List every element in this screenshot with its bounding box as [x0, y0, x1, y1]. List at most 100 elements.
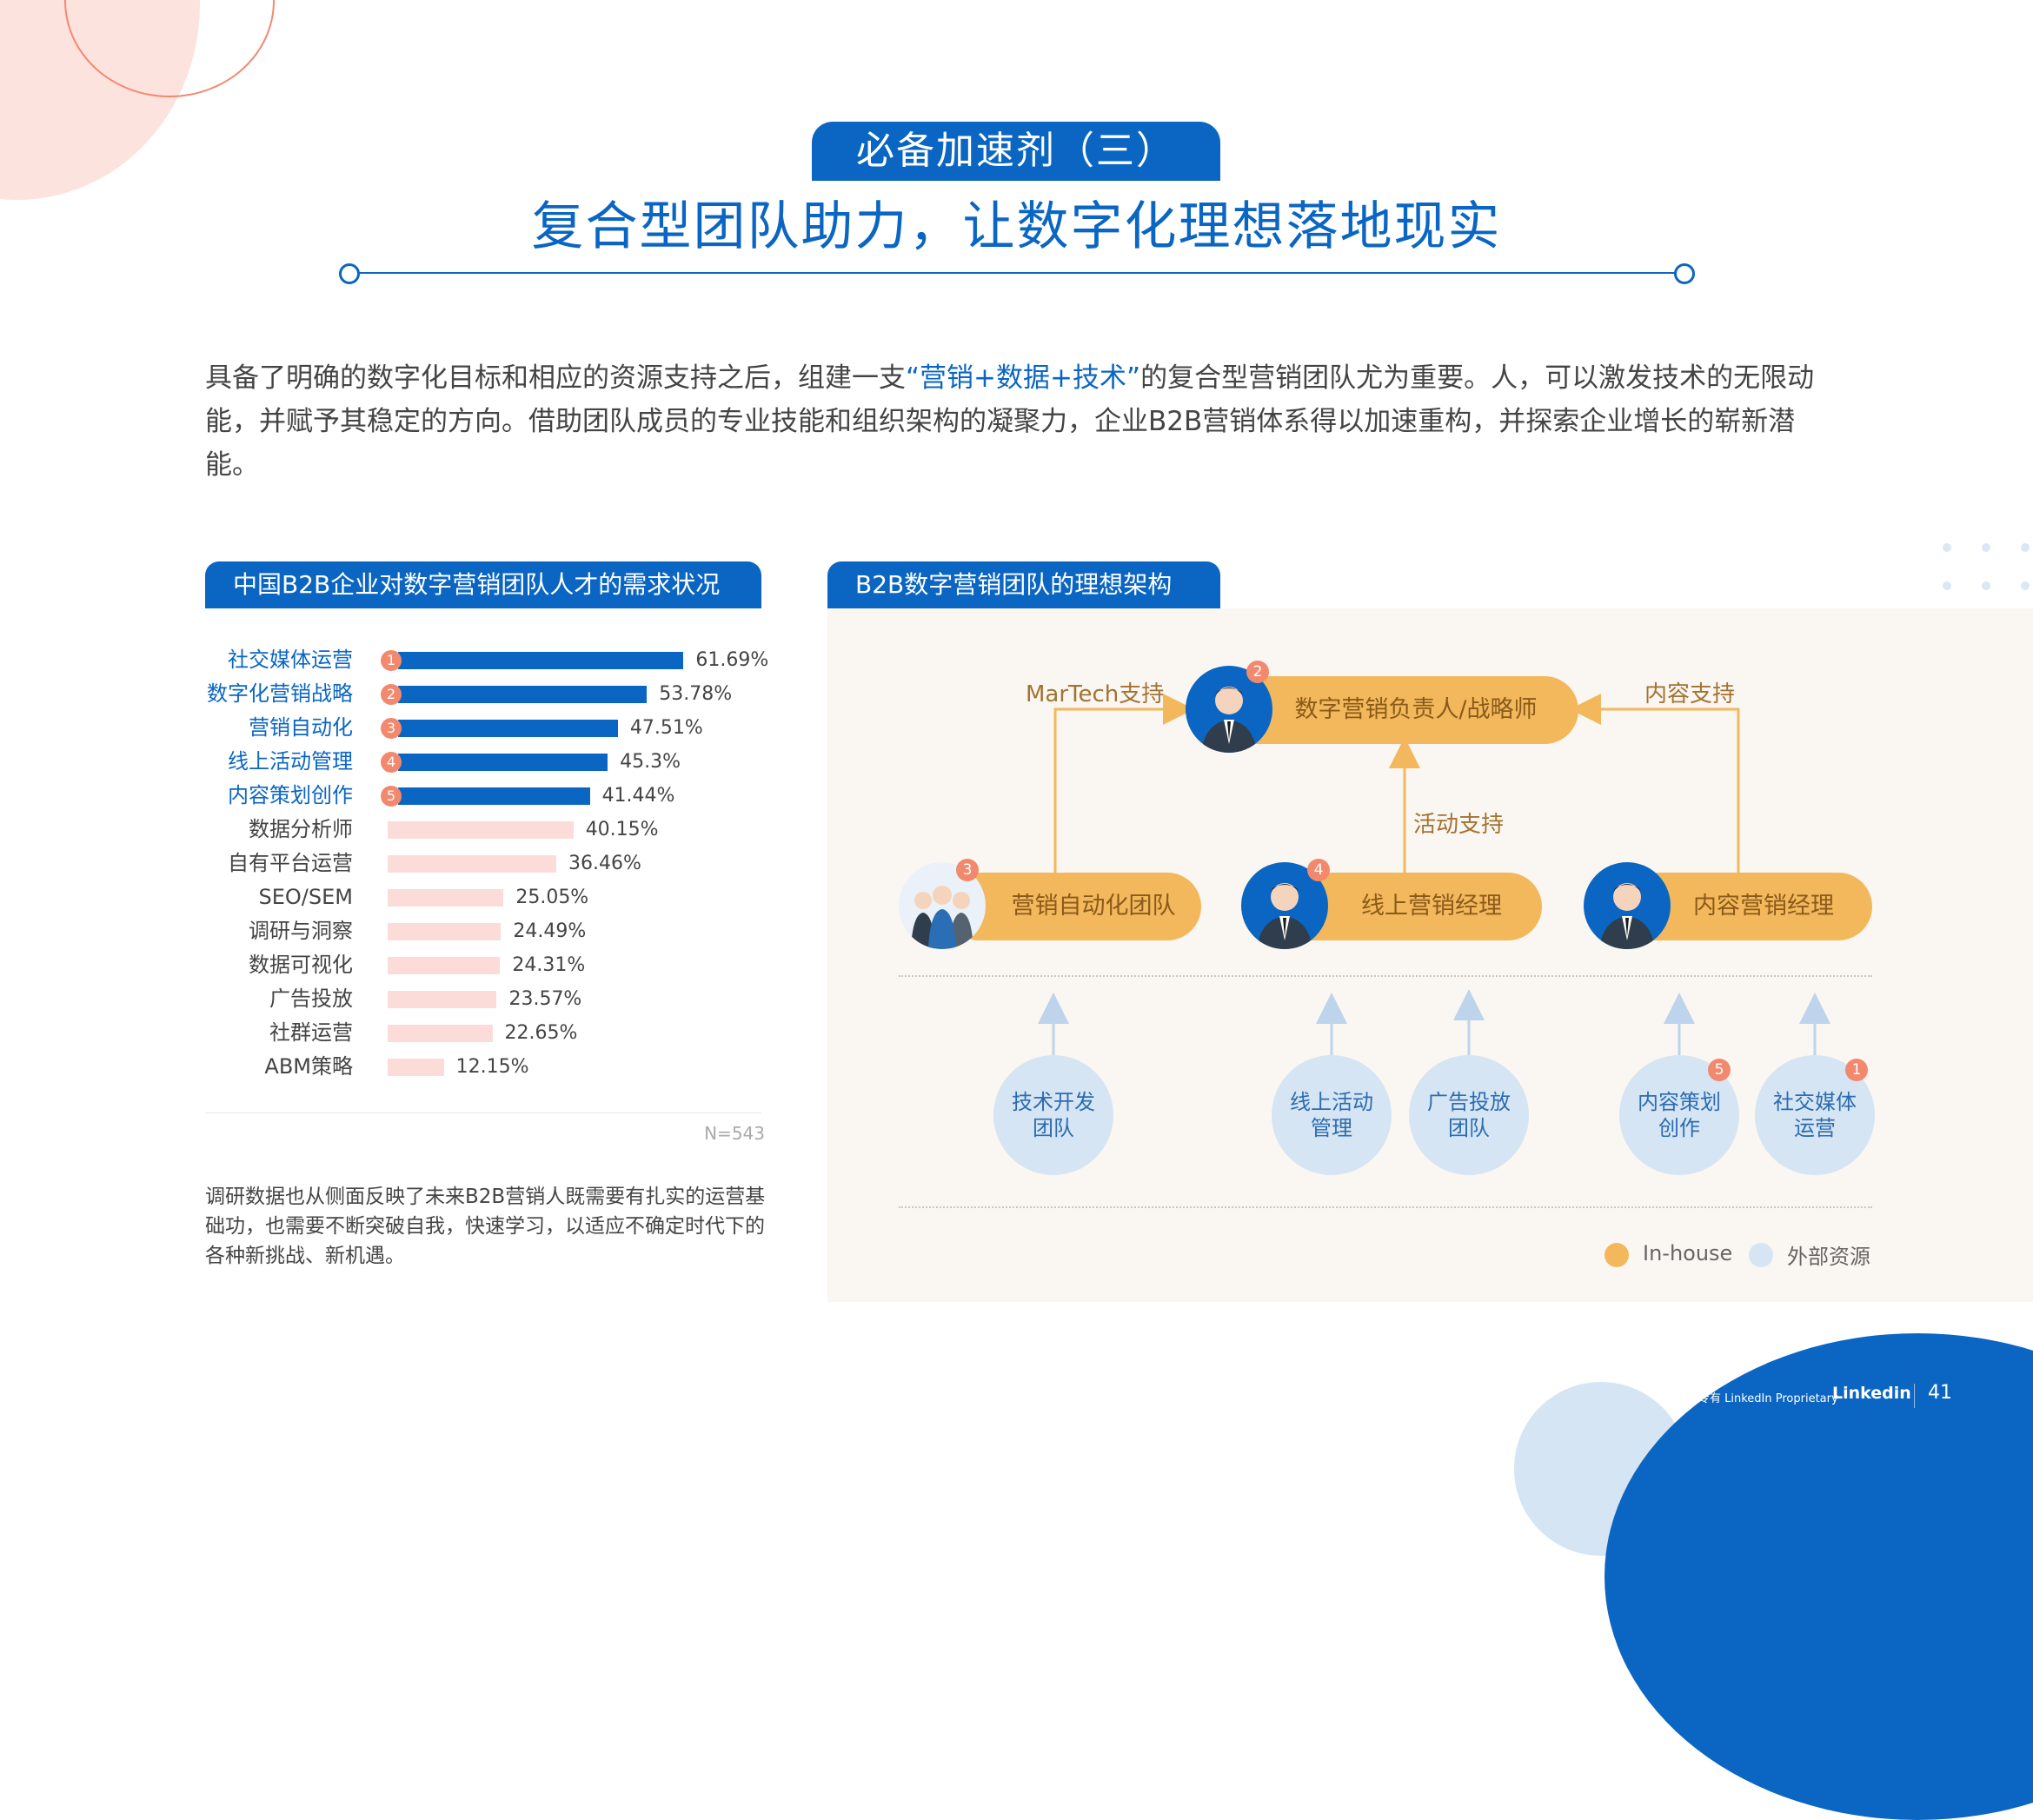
ext-online-events-text: 线上活动 管理	[1290, 1090, 1373, 1140]
title-divider	[348, 272, 1686, 274]
bar	[388, 923, 502, 940]
ext-content-creation: 内容策划 创作	[1619, 1055, 1739, 1175]
bar-category-label: 调研与洞察	[249, 919, 353, 943]
bar-row: 广告投放 23.57%	[205, 982, 761, 1016]
divider-end-dot-right	[1674, 263, 1695, 284]
bar-category-label: SEO/SEM	[258, 885, 353, 909]
bar-value-label: 22.65%	[504, 1022, 578, 1044]
bar-row: 社群运营 22.65%	[205, 1016, 761, 1050]
bar-category-label: 数据分析师	[249, 817, 353, 841]
bar-value-label: 53.78%	[659, 683, 733, 705]
ext-tech-dev: 技术开发 团队	[993, 1055, 1113, 1175]
bar-row: ABM策略 12.15%	[205, 1050, 761, 1084]
bar	[388, 889, 504, 907]
bar-rank-badge: 3	[381, 718, 402, 739]
talent-demand-chart: 社交媒体运营 1 61.69% 数字化营销战略 2 53.78% 营销自动化 3 47.51% 线…	[205, 643, 768, 1079]
right-section-tab: B2B数字营销团队的理想架构	[827, 561, 1220, 608]
ext-advertising-text: 广告投放 团队	[1427, 1090, 1511, 1140]
bar	[388, 855, 557, 873]
bar-value-label: 23.57%	[508, 988, 582, 1010]
bar-category-label: 广告投放	[269, 986, 353, 1011]
bar-row: 内容策划创作 5 41.44%	[205, 779, 761, 813]
footer-separator	[1914, 1384, 1915, 1408]
bar-category-label: 内容策划创作	[228, 783, 353, 807]
bar-row: 线上活动管理 4 45.3%	[205, 745, 761, 779]
lead-rank-badge: 2	[1246, 661, 1269, 683]
bar-category-label: 社群运营	[269, 1020, 353, 1045]
ext-social-media: 社交媒体 运营	[1755, 1055, 1875, 1175]
team-automation-rank-badge: 3	[956, 859, 979, 881]
bar-row: 数据分析师 40.15%	[205, 813, 761, 847]
bar	[398, 720, 618, 737]
org-connectors	[1038, 694, 1830, 1055]
bar	[398, 686, 648, 703]
team-node-content-label: 内容营销经理	[1693, 893, 1834, 920]
team-node-online-label: 线上营销经理	[1361, 893, 1502, 920]
bar-row: 自有平台运营 36.46%	[205, 847, 761, 880]
ext-content-rank-badge: 5	[1708, 1059, 1731, 1081]
bar	[388, 1025, 493, 1042]
bar-value-label: 12.15%	[455, 1056, 529, 1078]
online-manager-avatar-icon	[1241, 862, 1328, 949]
bar-row: 营销自动化 3 47.51%	[205, 711, 761, 745]
bar-rank-badge: 5	[381, 786, 402, 807]
bar-category-label: ABM策略	[264, 1054, 353, 1079]
edge-label-martech: MarTech支持	[1026, 681, 1165, 707]
bar	[388, 821, 574, 839]
lead-node-label: 数字营销负责人/战略师	[1294, 696, 1538, 723]
page-title: 复合型团队助力，让数字化理想落地现实	[531, 196, 1502, 257]
bar-value-label: 36.46%	[568, 853, 641, 874]
legend-external-swatch	[1749, 1243, 1773, 1267]
bar-category-label: 线上活动管理	[228, 749, 353, 774]
bar-row: SEO/SEM 25.05%	[205, 880, 761, 914]
team-online-rank-badge: 4	[1307, 859, 1330, 881]
bar-value-label: 24.31%	[512, 954, 586, 976]
bar-row: 社交媒体运营 1 61.69%	[205, 643, 768, 677]
bar	[388, 991, 497, 1008]
edge-martech	[1053, 694, 1194, 873]
ext-social-media-text: 社交媒体 运营	[1773, 1090, 1857, 1140]
intro-paragraph: 具备了明确的数字化目标和相应的资源支持之后，组建一支“营销+数据+技术”的复合型…	[205, 356, 1839, 487]
legend-external-label: 外部资源	[1787, 1245, 1870, 1269]
footer-proprietary: 领英专有 LinkedIn Proprietary	[1676, 1392, 1838, 1405]
intro-text-after: 的复合型营销团队尤为重要。人，可以激发技术的无限动能，并赋予其稳定的方向。借助团…	[205, 362, 1815, 481]
divider-end-dot-left	[339, 263, 360, 284]
team-node-automation: 营销自动化团队	[946, 873, 1201, 940]
separator-upper	[899, 975, 1872, 977]
linkedin-logo: Linkedin	[1832, 1384, 1911, 1403]
bar-value-label: 41.44%	[601, 785, 675, 807]
bar-rank-badge: 4	[381, 752, 402, 773]
bar-value-label: 45.3%	[620, 751, 681, 773]
sample-size-note: N=543	[704, 1123, 765, 1144]
bar-value-label: 47.51%	[629, 717, 703, 739]
bar-value-label: 25.05%	[515, 887, 589, 908]
section-pill-title: 必备加速剂（三）	[812, 122, 1220, 181]
ext-content-creation-text: 内容策划 创作	[1638, 1090, 1721, 1140]
edge-content	[1570, 694, 1740, 873]
left-section-tab: 中国B2B企业对数字营销团队人才的需求状况	[205, 561, 761, 608]
bar-category-label: 数字化营销战略	[207, 681, 353, 706]
intro-highlight: “营销+数据+技术”	[906, 362, 1141, 394]
page-number: 41	[1928, 1382, 1952, 1404]
separator-lower	[899, 1206, 1872, 1208]
bar-value-label: 40.15%	[585, 819, 659, 840]
bar-category-label: 自有平台运营	[228, 851, 353, 875]
bar-value-label: 24.49%	[513, 920, 587, 942]
team-node-automation-label: 营销自动化团队	[1011, 893, 1176, 920]
bar-row: 调研与洞察 24.49%	[205, 914, 761, 948]
bar-value-label: 61.69%	[695, 649, 769, 671]
bar-rank-badge: 1	[381, 650, 402, 671]
bar	[398, 652, 684, 669]
legend-inhouse-label: In-house	[1643, 1241, 1733, 1265]
bar	[398, 754, 608, 771]
bar-rank-badge: 2	[381, 684, 402, 705]
bar-category-label: 数据可视化	[249, 953, 353, 977]
bar-category-label: 社交媒体运营	[228, 648, 353, 672]
legend-inhouse-swatch	[1604, 1243, 1629, 1267]
ext-online-events: 线上活动 管理	[1272, 1055, 1392, 1175]
edge-label-content: 内容支持	[1644, 681, 1736, 707]
bar	[388, 1059, 444, 1076]
ext-tech-dev-text: 技术开发 团队	[1012, 1090, 1095, 1140]
bar-row: 数字化营销战略 2 53.78%	[205, 677, 761, 711]
chart-caption: 调研数据也从侧面反映了未来B2B营销人既需要有扎实的运营基础功，也需要不断突破自…	[205, 1186, 766, 1267]
